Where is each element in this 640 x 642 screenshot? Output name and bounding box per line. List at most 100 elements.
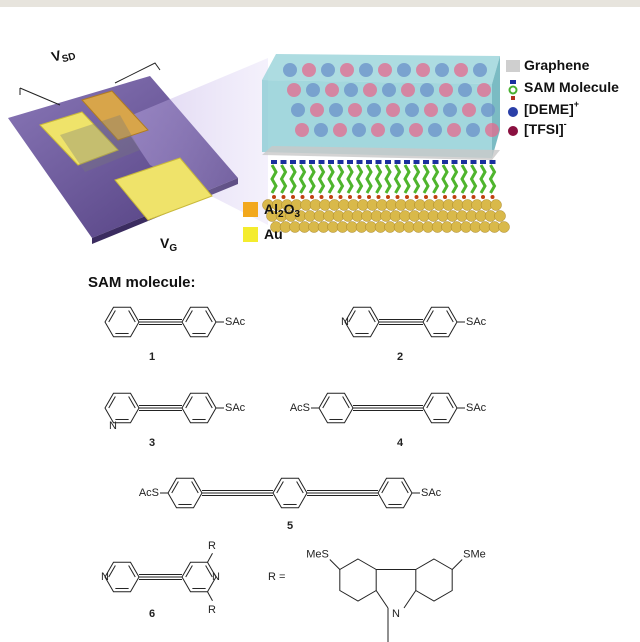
top-band (0, 0, 640, 7)
legend-label: [TFSI]- (524, 119, 567, 136)
chem-text: 5 (287, 520, 293, 532)
chem-text: SAc (421, 487, 442, 499)
sulfur (367, 195, 371, 199)
ring (181, 561, 217, 593)
chem-text: SAc (466, 402, 487, 414)
pad-drain (81, 90, 149, 141)
bond (401, 481, 409, 494)
chem-text: N (212, 571, 220, 583)
ring (344, 306, 380, 338)
ring (181, 392, 217, 424)
sulfur (338, 195, 343, 199)
ion (454, 63, 468, 77)
au-swatch (243, 227, 258, 242)
sam-chain (317, 164, 326, 194)
ion (302, 63, 316, 77)
sam-chain (469, 164, 478, 194)
ion (352, 123, 366, 137)
ion (382, 83, 396, 97)
sam-head (299, 160, 306, 164)
sulfur (433, 195, 438, 199)
ring (422, 392, 458, 424)
sam-chain (298, 164, 307, 194)
chem-text: SAc (225, 402, 246, 414)
ion (397, 63, 411, 77)
sulfur (357, 195, 362, 199)
chem-text: 2 (397, 351, 403, 363)
sam-chain (308, 164, 316, 194)
ion (390, 123, 404, 137)
sam-head (470, 160, 477, 164)
ion (367, 103, 381, 117)
text-part: Al (264, 201, 278, 217)
sam-head (489, 160, 496, 164)
chem-text: R = (268, 571, 285, 583)
ring (422, 306, 458, 338)
ion (477, 83, 491, 97)
ion (348, 103, 362, 117)
sulfur (490, 195, 495, 199)
ion (458, 83, 472, 97)
chem-text: 3 (149, 437, 155, 449)
sam-chain (403, 164, 411, 194)
legend-text: [TFSI] (524, 121, 564, 137)
pad-gate (114, 157, 213, 221)
sam-chain (441, 164, 449, 194)
ring (104, 561, 140, 593)
gold-atom (494, 210, 506, 222)
material-label: Al2O3 (264, 201, 300, 220)
bond (205, 565, 213, 578)
ion (447, 123, 461, 137)
bond (342, 396, 350, 409)
ion (428, 123, 442, 137)
legend-text: SAM Molecule (524, 79, 619, 95)
ion (481, 103, 495, 117)
sam-head (461, 160, 467, 164)
ring (377, 477, 413, 509)
sulfur (310, 195, 314, 199)
ring (339, 558, 377, 602)
legend-label: Graphene (524, 57, 590, 73)
bond (446, 310, 454, 323)
sam-head (356, 160, 363, 164)
ion (462, 103, 476, 117)
text-sub: 3 (294, 209, 300, 220)
chem-text: AcS (290, 402, 310, 414)
sam-chain (422, 164, 430, 194)
bond (329, 559, 341, 570)
bond (185, 396, 193, 409)
sam-head (413, 160, 420, 164)
bond (207, 553, 213, 563)
al2o3-swatch (243, 202, 258, 217)
gold-atom (490, 199, 502, 211)
bond (296, 481, 304, 494)
ion (443, 103, 457, 117)
zoom-beam (120, 58, 268, 225)
sam-icon (511, 96, 515, 100)
ion (401, 83, 415, 97)
sulfur (376, 195, 381, 199)
chem-text: AcS (139, 487, 159, 499)
bond (108, 565, 116, 578)
ion (435, 63, 449, 77)
sulfur (281, 195, 286, 199)
sam-head (375, 160, 382, 164)
bond (185, 310, 193, 323)
sam-head (347, 160, 353, 164)
ion (344, 83, 358, 97)
sam-head (366, 160, 372, 164)
sam-head (309, 160, 315, 164)
bond (426, 310, 434, 323)
chem-text: 6 (149, 608, 155, 620)
ion (378, 63, 392, 77)
vg-label: VG (160, 235, 177, 254)
ion (420, 83, 434, 97)
ring (167, 477, 203, 509)
pad-source (39, 111, 119, 166)
vsd-label: VSD (50, 43, 77, 67)
bond (185, 565, 193, 578)
sam-chain (289, 164, 297, 194)
legend-text: [DEME] (524, 101, 574, 117)
sulfur (300, 195, 305, 199)
